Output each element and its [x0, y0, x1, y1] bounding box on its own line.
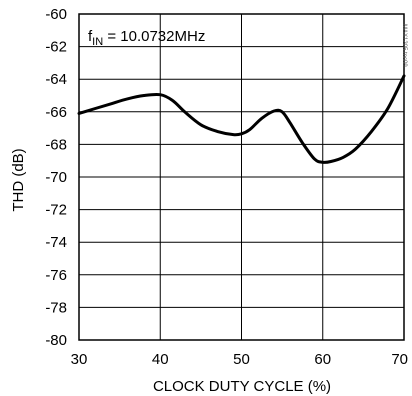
x-axis-title: CLOCK DUTY CYCLE (%)	[153, 378, 331, 395]
fin-annotation-value: = 10.0732MHz	[103, 28, 205, 45]
y-tick-label: -70	[45, 169, 67, 186]
y-tick-label: -62	[45, 39, 67, 56]
y-tick-label: -66	[45, 104, 67, 121]
y-tick-label: -60	[45, 6, 67, 23]
x-tick-label: 60	[314, 351, 331, 368]
x-tick-label: 30	[71, 351, 88, 368]
y-tick-labels: -60 -62 -64 -66 -68 -70 -72 -74 -76 -78 -80	[45, 6, 67, 349]
x-tick-labels: 30 40 50 60 70	[71, 351, 408, 368]
plot-frame	[78, 13, 405, 341]
y-tick-label: -74	[45, 234, 67, 251]
fin-annotation-prefix: f	[88, 28, 93, 45]
y-tick-label: -72	[45, 202, 67, 219]
watermark-label: MAX1205 toc09	[401, 24, 407, 67]
x-tick-label: 70	[391, 351, 408, 368]
x-tick-label: 40	[152, 351, 169, 368]
grid	[78, 13, 405, 341]
y-tick-label: -64	[45, 71, 67, 88]
y-tick-label: -78	[45, 299, 67, 316]
y-tick-label: -68	[45, 136, 67, 153]
fin-annotation-subscript: IN	[92, 36, 103, 48]
fin-annotation: fIN = 10.0732MHz	[88, 28, 205, 48]
series-layer	[77, 74, 406, 164]
thd-series-line	[77, 74, 406, 164]
y-tick-label: -80	[45, 332, 67, 349]
x-tick-label: 50	[233, 351, 250, 368]
y-tick-label: -76	[45, 267, 67, 284]
y-axis-title: THD (dB)	[10, 148, 27, 211]
